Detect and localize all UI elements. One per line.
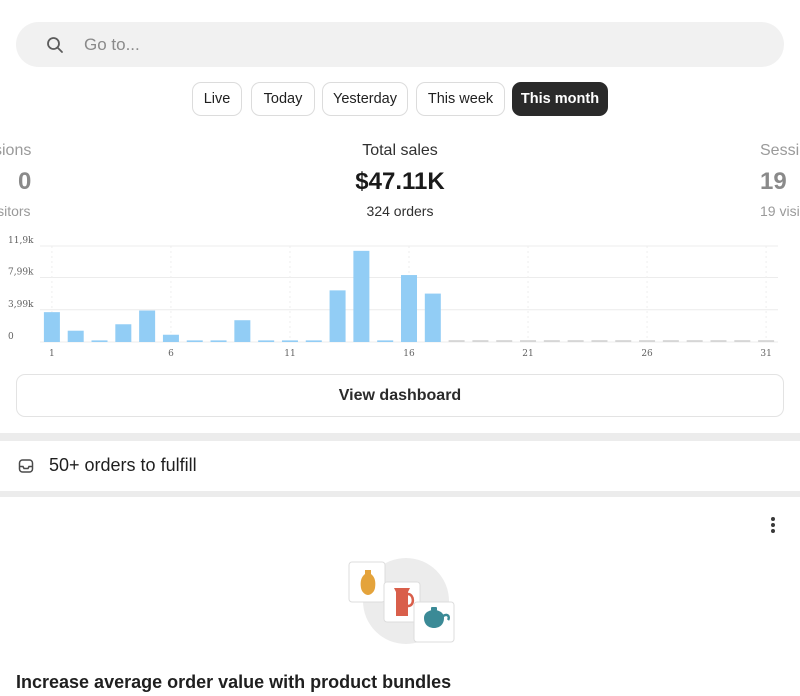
chart-x-tick-label: 1 [49, 349, 55, 359]
date-range-tabs: Live Today Yesterday This week This mont… [0, 82, 800, 117]
section-divider [0, 491, 800, 497]
chart-y-tick-label: 3,99k [8, 300, 34, 310]
chart-bar-day-5 [139, 310, 156, 342]
metric-sub: isitors [0, 203, 31, 219]
chart-bar-day-2 [67, 330, 84, 342]
metric-card-sessions-next[interactable]: Sessi 19 19 visi [760, 140, 800, 220]
orders-to-fulfill-row[interactable]: 50+ orders to fulfill [0, 441, 800, 491]
metric-label: sions [0, 142, 32, 159]
metric-label: Sessi [760, 142, 800, 159]
metric-value: $47.11K [355, 168, 445, 195]
chart-bar-day-8 [210, 340, 227, 342]
metric-card-total-sales[interactable]: Total sales $47.11K 324 orders [300, 140, 500, 220]
chart-bar-day-7 [186, 340, 203, 342]
inbox-icon [18, 459, 34, 473]
orders-to-fulfill-label: 50+ orders to fulfill [49, 455, 197, 475]
chart-bar-day-15 [377, 340, 394, 342]
chart-bar-day-16 [401, 275, 417, 342]
view-dashboard-button[interactable]: View dashboard [16, 374, 784, 417]
chart-bar-day-10 [258, 340, 275, 342]
chart-bar-day-14 [353, 250, 370, 342]
product-bundles-illustration [348, 558, 455, 644]
chart-y-tick-label: 11,9k [8, 236, 34, 246]
metric-value: 0 [18, 168, 32, 195]
search-input[interactable] [84, 30, 764, 59]
chart-x-tick-label: 31 [760, 349, 771, 359]
chart-bar-day-9 [234, 320, 251, 342]
chart-bar-day-3 [91, 340, 108, 342]
tab-today[interactable]: Today [251, 82, 315, 116]
chart-x-tick-label: 11 [284, 349, 295, 359]
tab-this-week[interactable]: This week [416, 82, 505, 116]
card-title: Increase average order value with produc… [16, 672, 452, 692]
chart-y-tick-label: 7,99k [8, 268, 34, 278]
metric-sub: 19 visi [760, 203, 800, 219]
search-bar[interactable] [16, 22, 784, 67]
metric-value: 19 [760, 168, 787, 195]
metric-sub: 324 orders [366, 203, 434, 219]
metric-label: Total sales [362, 142, 438, 159]
tab-yesterday[interactable]: Yesterday [322, 82, 408, 116]
metric-card-sessions-partial[interactable]: sions 0 isitors [0, 140, 64, 220]
chart-x-tick-label: 16 [403, 349, 415, 359]
tab-live[interactable]: Live [192, 82, 242, 116]
tab-this-month[interactable]: This month [512, 82, 608, 116]
chart-x-tick-label: 26 [641, 349, 653, 359]
chart-bar-day-4 [115, 324, 132, 342]
chart-bar-day-11 [281, 340, 298, 342]
more-options-icon[interactable] [762, 514, 784, 536]
chart-bar-day-6 [162, 334, 179, 342]
chart-bar-day-12 [305, 340, 322, 342]
chart-bar-day-1 [43, 312, 60, 342]
chart-x-tick-label: 6 [168, 349, 174, 359]
chart-y-tick-label: 0 [8, 332, 14, 342]
chart-bar-day-13 [329, 290, 346, 342]
chart-x-tick-label: 21 [522, 349, 533, 359]
search-icon [47, 37, 63, 53]
section-divider [0, 433, 800, 441]
chart-bar-day-17 [424, 293, 441, 342]
